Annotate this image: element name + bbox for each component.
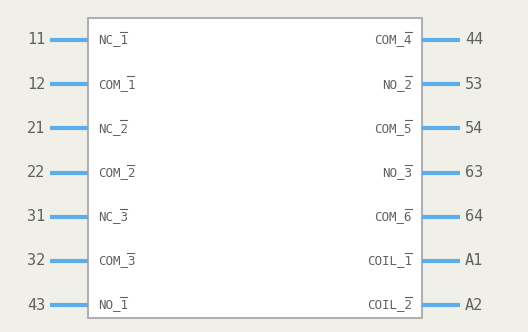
Text: 43: 43 bbox=[27, 297, 45, 312]
Text: 22: 22 bbox=[27, 165, 45, 180]
Text: 44: 44 bbox=[465, 33, 483, 47]
Text: COIL_1: COIL_1 bbox=[367, 254, 412, 267]
Text: COM_3: COM_3 bbox=[98, 254, 136, 267]
Text: NC_1: NC_1 bbox=[98, 34, 128, 46]
Text: 11: 11 bbox=[27, 33, 45, 47]
Text: NC_3: NC_3 bbox=[98, 210, 128, 223]
Text: 53: 53 bbox=[465, 77, 483, 92]
Text: 63: 63 bbox=[465, 165, 483, 180]
Text: 54: 54 bbox=[465, 121, 483, 136]
Bar bbox=[88, 18, 422, 318]
Text: NO_3: NO_3 bbox=[382, 166, 412, 179]
Text: 31: 31 bbox=[27, 209, 45, 224]
Text: NC_2: NC_2 bbox=[98, 122, 128, 135]
Text: COM_4: COM_4 bbox=[374, 34, 412, 46]
Text: COM_5: COM_5 bbox=[374, 122, 412, 135]
Text: NO_2: NO_2 bbox=[382, 78, 412, 91]
Text: COM_2: COM_2 bbox=[98, 166, 136, 179]
Text: 12: 12 bbox=[27, 77, 45, 92]
Text: 64: 64 bbox=[465, 209, 483, 224]
Text: 32: 32 bbox=[27, 253, 45, 268]
Text: A2: A2 bbox=[465, 297, 483, 312]
Text: COM_6: COM_6 bbox=[374, 210, 412, 223]
Text: COM_1: COM_1 bbox=[98, 78, 136, 91]
Text: 21: 21 bbox=[27, 121, 45, 136]
Text: COIL_2: COIL_2 bbox=[367, 298, 412, 311]
Text: NO_1: NO_1 bbox=[98, 298, 128, 311]
Text: A1: A1 bbox=[465, 253, 483, 268]
